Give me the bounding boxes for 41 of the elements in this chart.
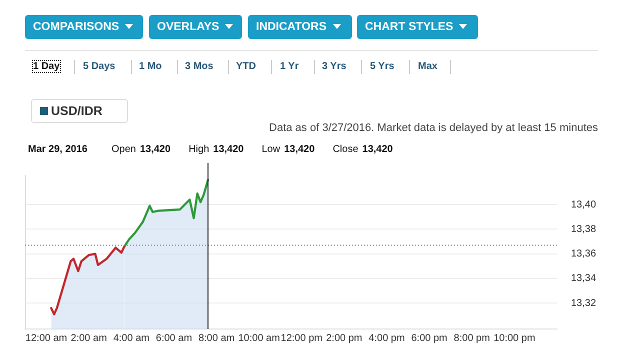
chart-title: Mar 29, 2016 xyxy=(28,144,88,155)
text: CHART STYLES xyxy=(365,21,454,33)
text: OVERLAYS xyxy=(157,21,220,33)
text: Open xyxy=(112,144,136,155)
text: 3 Mos xyxy=(185,61,214,72)
text: COMPARISONS xyxy=(33,21,120,33)
x-tick-label: 10:00 pm xyxy=(494,332,536,344)
x-tick-label: 6:00 am xyxy=(156,332,192,344)
y-tick-label: 13,40 xyxy=(570,199,596,210)
text: 5 Yrs xyxy=(370,61,394,72)
text: INDICATORS xyxy=(256,21,326,33)
text: YTD xyxy=(236,61,256,72)
x-tick-label: 12:00 pm xyxy=(280,332,322,344)
x-tick-label: 4:00 pm xyxy=(368,332,405,344)
text: 13,420 xyxy=(140,144,171,155)
x-tick-label: 12:00 am xyxy=(25,332,68,344)
text: 1 Mo xyxy=(139,61,162,72)
text: 13,420 xyxy=(284,144,315,155)
y-tick-label: 13,38 xyxy=(570,224,596,235)
x-tick-label: 2:00 am xyxy=(70,332,107,344)
y-tick-label: 13,34 xyxy=(570,273,596,284)
text: Low xyxy=(262,144,280,155)
legend-title: USD/IDR xyxy=(51,104,102,118)
x-tick-label: 8:00 pm xyxy=(454,332,490,344)
text: 13,420 xyxy=(213,144,244,155)
text: Data as of 3/27/2016. Market data is delayed by at least 15 minutes xyxy=(269,122,598,134)
text: Close xyxy=(332,144,358,155)
text: 1 Yr xyxy=(280,61,299,72)
x-tick-label: 10:00 am xyxy=(238,332,280,344)
text: High xyxy=(188,144,210,155)
y-tick-label: 13,36 xyxy=(570,248,596,260)
text: 5 Days xyxy=(83,61,116,72)
text: 13,420 xyxy=(362,144,393,155)
text: 1 Day xyxy=(33,61,60,72)
x-tick-label: 6:00 pm xyxy=(411,332,448,344)
y-tick-label: 13,32 xyxy=(570,298,596,309)
text: Max xyxy=(418,61,438,72)
x-tick-label: 4:00 am xyxy=(113,332,150,344)
text: 3 Yrs xyxy=(322,61,346,72)
x-tick-label: 8:00 am xyxy=(198,332,235,344)
x-tick-label: 2:00 pm xyxy=(326,332,362,344)
